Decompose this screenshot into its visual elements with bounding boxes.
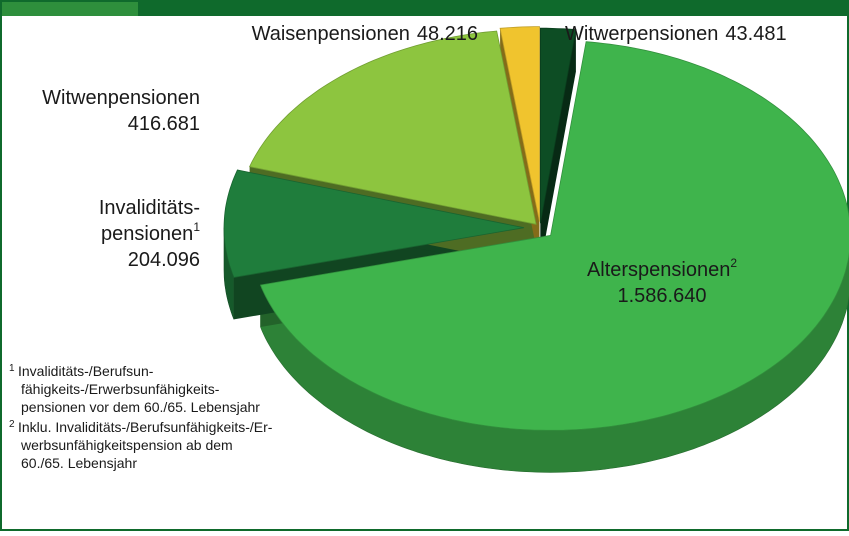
footnote-line: pensionen vor dem 60./65. Lebensjahr (21, 399, 260, 415)
value-label: 1.586.640 (618, 285, 707, 307)
category-line: Witwenpensionen (42, 87, 200, 109)
slice-label: Alterspensionen2 (587, 256, 737, 281)
category-line: Invaliditäts- (99, 197, 200, 219)
value-label: 416.681 (128, 113, 200, 135)
category: Witwerpensionen (565, 23, 718, 45)
footnote-ref: 1 (193, 220, 200, 234)
footnote-mark: 1 (9, 363, 15, 374)
slice-label: Witwerpensionen 43.481 (565, 23, 787, 45)
value-label: 204.096 (128, 249, 200, 271)
footnote-ref: 2 (730, 256, 737, 270)
value-label: 48.216 (417, 23, 478, 45)
footnote-mark: 2 (9, 419, 15, 430)
footnote-line: fähigkeits-/Erwerbsunfähigkeits- (21, 381, 220, 397)
category-line: Alterspensionen (587, 259, 730, 281)
header-tab (0, 0, 138, 16)
value-label: 43.481 (725, 23, 786, 45)
footnote-line: 60./65. Lebensjahr (21, 455, 137, 471)
slice-label: Witwenpensionen (42, 87, 200, 109)
category-line: pensionen (101, 223, 193, 245)
slice-label: Waisenpensionen 48.216 (252, 23, 478, 45)
footnote-line: Inklu. Invaliditäts-/Berufsunfähigkeits-… (18, 419, 273, 435)
footnote-line: Invaliditäts-/Berufsun- (18, 363, 154, 379)
category: Waisenpensionen (252, 23, 410, 45)
footnote-line: werbsunfähigkeitspension ab dem (20, 437, 233, 453)
